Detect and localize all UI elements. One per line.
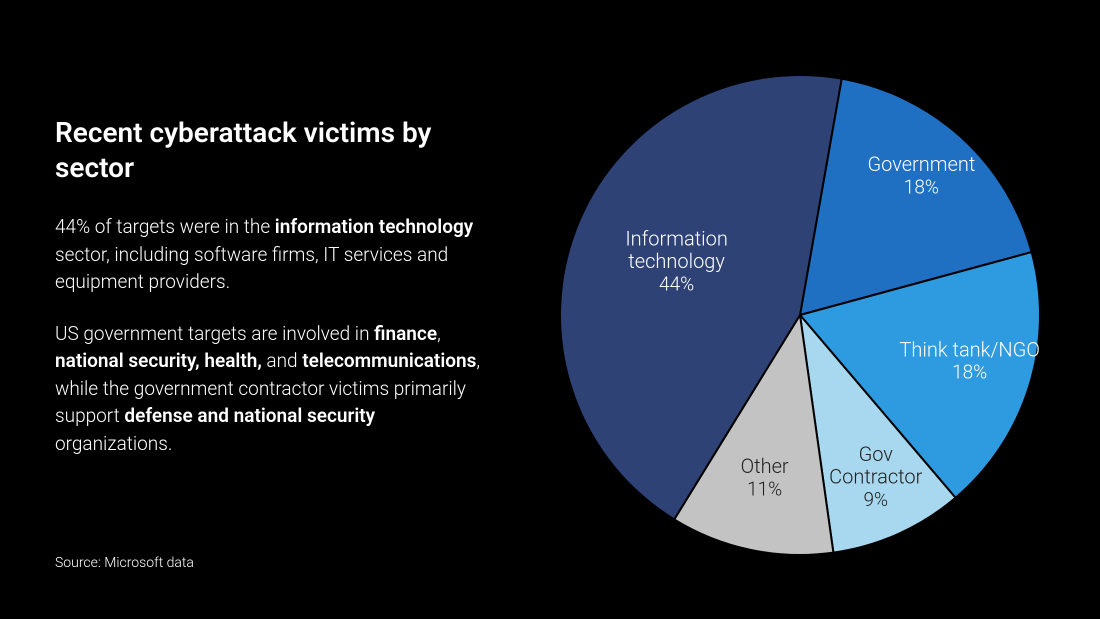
slide-title: Recent cyberattack victims by sector bbox=[55, 115, 485, 185]
body-paragraph: US government targets are involved in fi… bbox=[55, 320, 485, 458]
slide: Recent cyberattack victims by sector 44%… bbox=[0, 0, 1100, 619]
source-attribution: Source: Microsoft data bbox=[55, 555, 194, 571]
pie-chart: Government18%Think tank/NGO18%GovContrac… bbox=[540, 55, 1060, 575]
body-paragraph: 44% of targets were in the information t… bbox=[55, 213, 485, 296]
pie-slice-label: Other11% bbox=[741, 454, 789, 500]
body-paragraphs: 44% of targets were in the information t… bbox=[55, 213, 485, 457]
text-block: Recent cyberattack victims by sector 44%… bbox=[55, 115, 485, 481]
pie-chart-svg: Government18%Think tank/NGO18%GovContrac… bbox=[540, 55, 1060, 575]
